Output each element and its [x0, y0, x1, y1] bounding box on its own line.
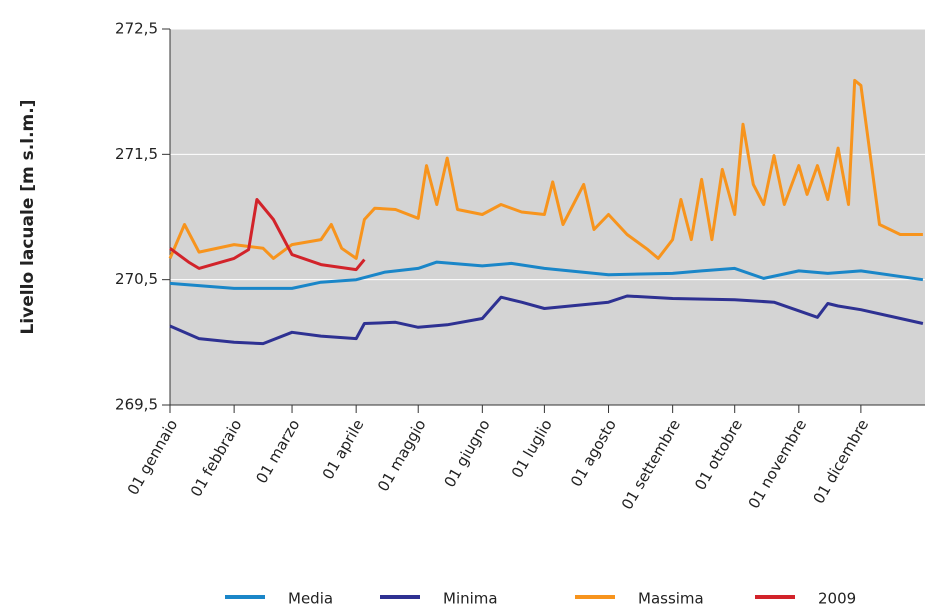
y-axis-label: Livello lacuale [m s.l.m.]	[18, 100, 38, 335]
y-tick-label: 271,5	[115, 145, 158, 163]
x-tick-label: 01 ottobre	[691, 416, 746, 493]
series-line	[168, 78, 923, 260]
x-tick-label: 01 agosto	[567, 416, 620, 490]
plot-area	[170, 29, 925, 405]
x-tick-label: 01 aprile	[319, 416, 368, 482]
y-tick-label: 270,5	[115, 270, 158, 288]
series-line	[169, 260, 924, 290]
y-tick-label: 269,5	[115, 396, 158, 414]
x-tick-label: 01 maggio	[374, 416, 430, 494]
x-tick-label: 01 novembre	[745, 416, 811, 511]
x-tick-label: 01 marzo	[252, 416, 303, 486]
x-tick-label: 01 febbraio	[187, 416, 246, 500]
x-tick-label: 01 settembre	[618, 416, 684, 513]
legend-label: Massima	[638, 590, 704, 608]
x-tick-label: 01 gennaio	[124, 416, 182, 498]
x-tick-label: 01 dicembre	[810, 416, 873, 507]
series-line	[169, 294, 924, 346]
x-tick-label: 01 giugno	[440, 416, 493, 490]
legend-label: Minima	[443, 590, 498, 608]
series-line	[169, 198, 366, 272]
legend-label: 2009	[818, 590, 856, 608]
y-tick-label: 272,5	[115, 20, 158, 38]
legend-label: Media	[288, 590, 333, 608]
x-tick-label: 01 luglio	[508, 416, 556, 481]
